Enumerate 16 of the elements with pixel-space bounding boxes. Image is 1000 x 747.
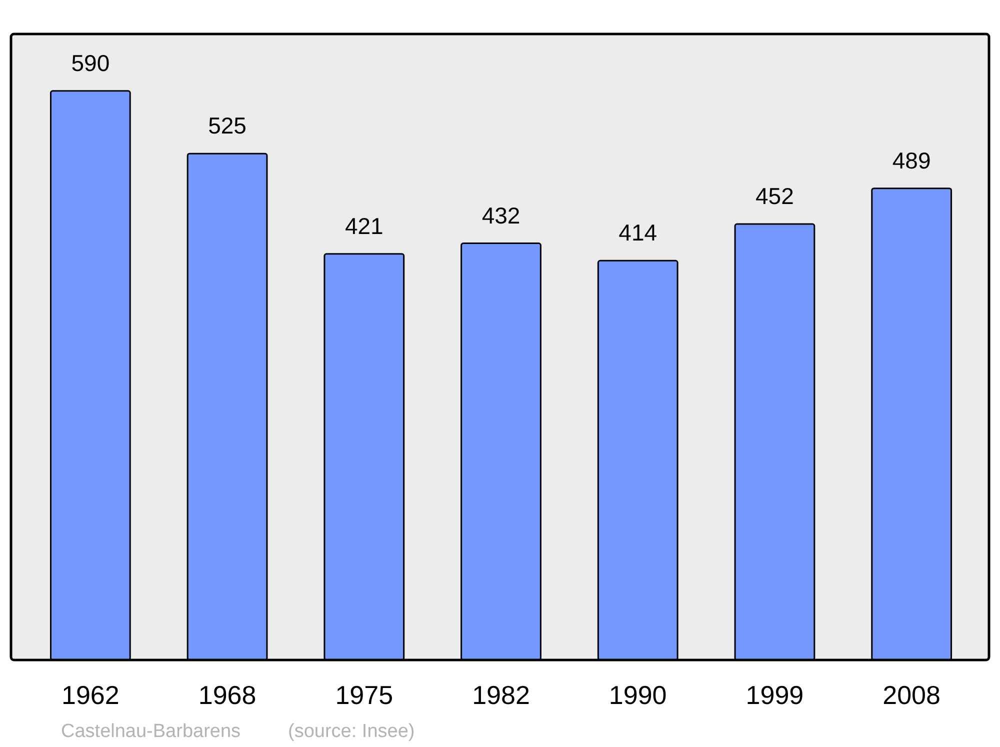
data-label: 421 (344, 212, 384, 239)
x-tick-label: 1975 (335, 680, 394, 710)
data-label: 525 (208, 112, 246, 139)
data-label: 489 (892, 147, 931, 174)
data-label: 452 (756, 183, 794, 210)
x-tick-label: 1999 (746, 680, 804, 710)
text: (source: Insee) (288, 721, 415, 742)
data-label: 590 (71, 50, 110, 76)
data-label: 414 (618, 220, 658, 246)
x-tick-label: 1990 (608, 680, 667, 710)
text: Castelnau-Barbarens (61, 721, 241, 742)
x-tick-label: 1968 (198, 680, 256, 710)
x-tick-label: 1982 (472, 680, 530, 710)
x-tick-label: 2008 (882, 680, 940, 710)
data-label: 432 (482, 202, 520, 228)
x-tick-label: 1962 (62, 680, 120, 710)
